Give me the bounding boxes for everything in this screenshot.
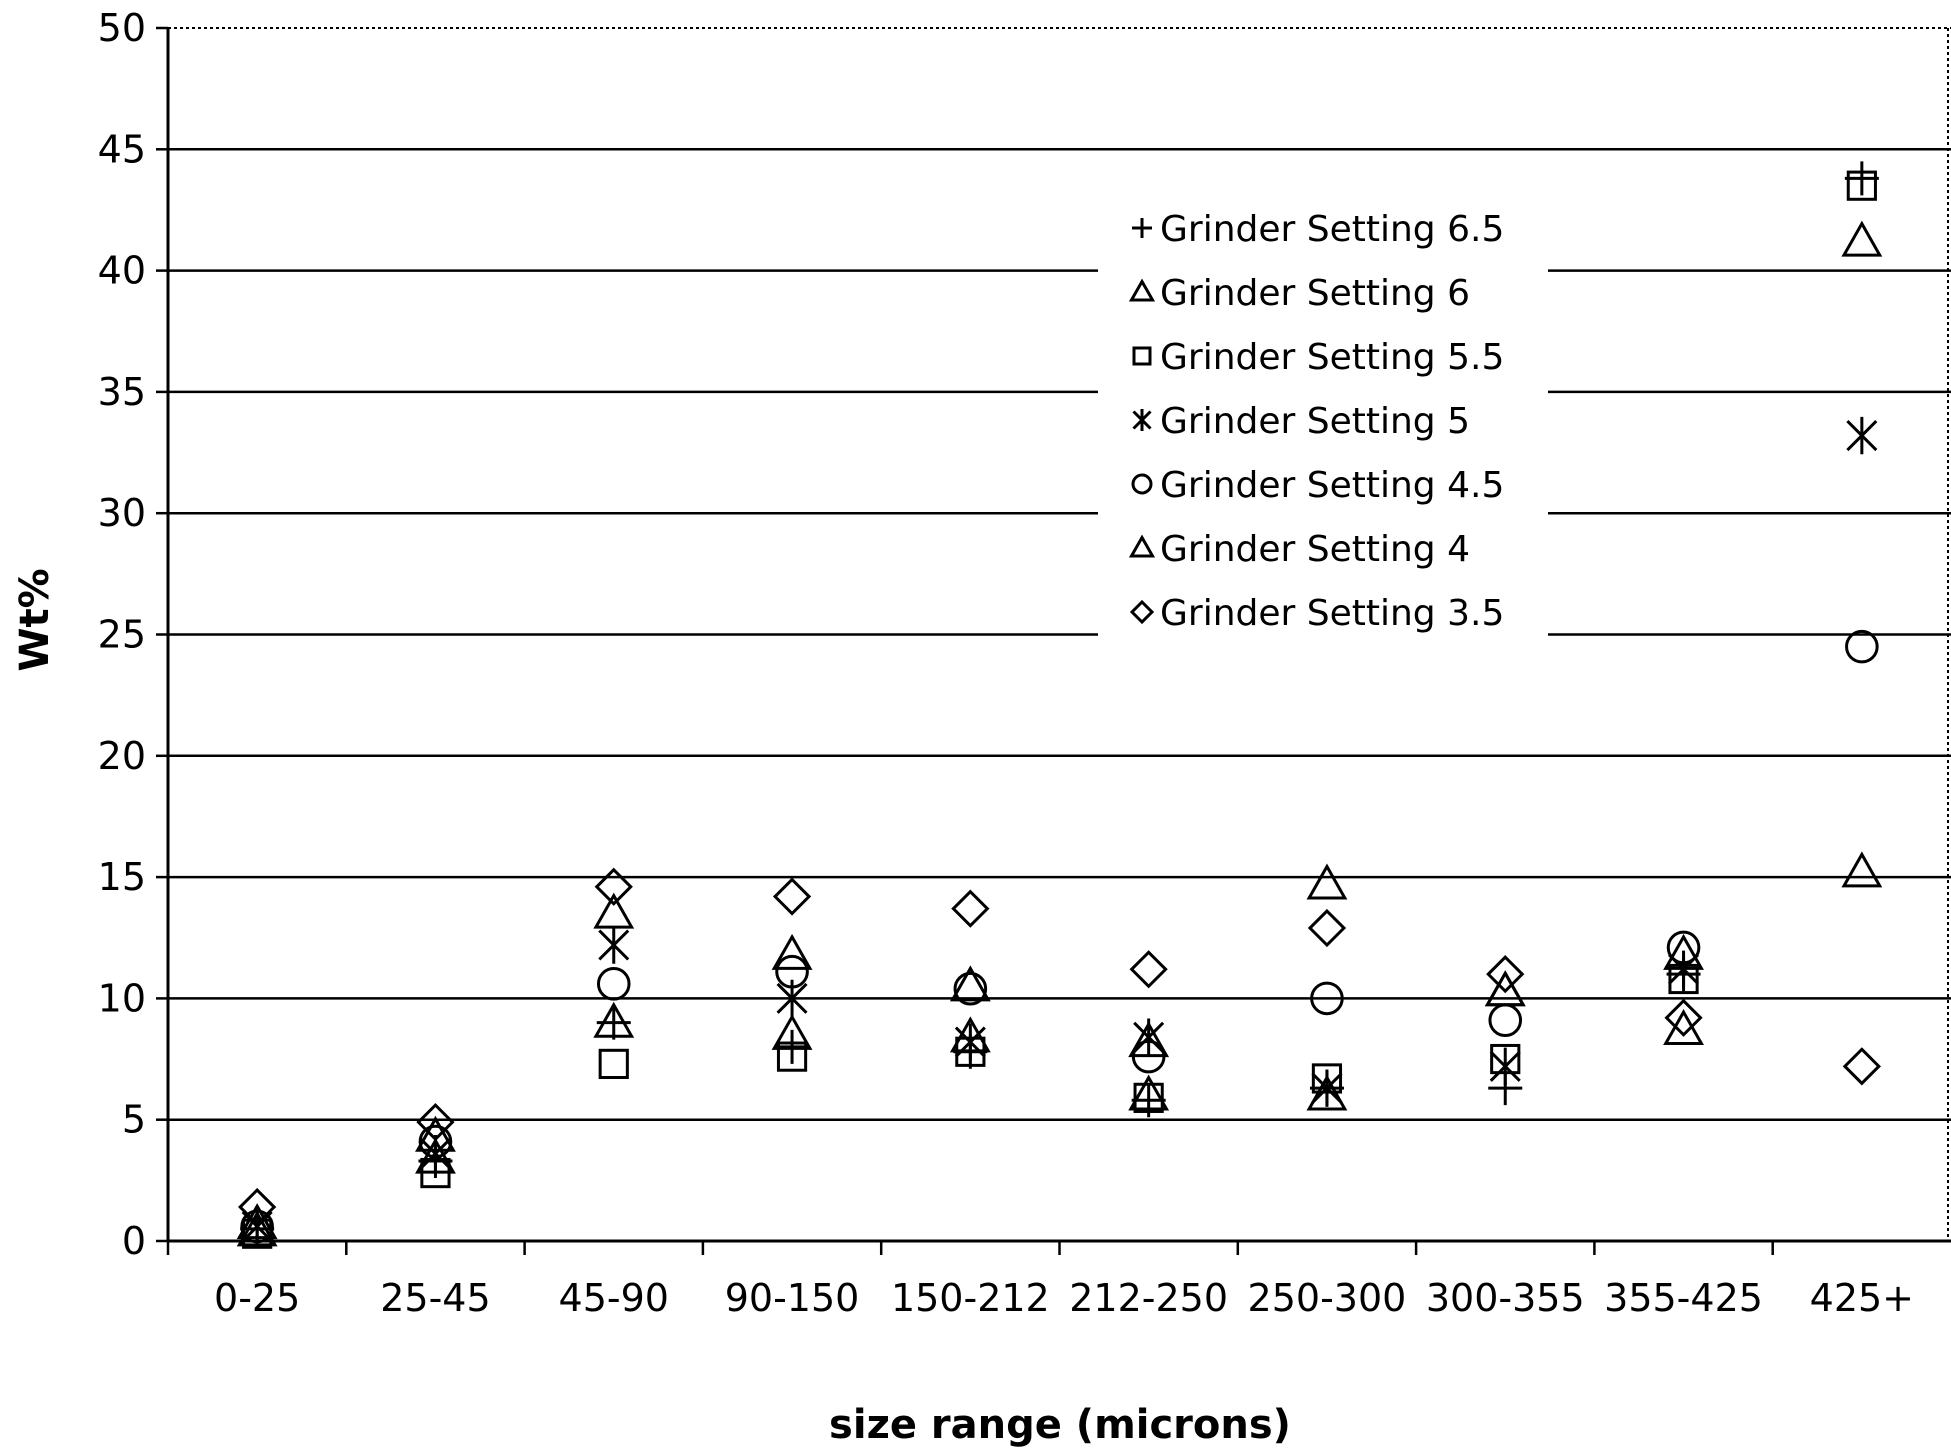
- data-point: [1845, 629, 1879, 664]
- legend-label: Grinder Setting 6.5: [1160, 209, 1504, 250]
- y-tick-label: 25: [98, 613, 146, 657]
- data-point: [1133, 1082, 1164, 1113]
- x-tick-label: 150-212: [891, 1276, 1050, 1320]
- data-point: [772, 877, 812, 916]
- data-point: [953, 971, 988, 1006]
- data-point: [1841, 220, 1883, 257]
- series-5: [236, 851, 1883, 1240]
- y-tick-label: 50: [98, 6, 146, 50]
- series-2: [242, 170, 1877, 1249]
- data-point: [1486, 955, 1525, 994]
- axes: 0 5 10 15 20 25 30 35 40 45 50 0-25 25-45 45-90 90-150…: [98, 6, 1951, 1320]
- y-tick-label: 30: [98, 491, 146, 535]
- legend-marker: [1132, 409, 1152, 431]
- data-point: [1128, 1021, 1170, 1058]
- legend-background: [1098, 202, 1548, 654]
- data-point: [238, 1187, 277, 1227]
- data-point: [1666, 930, 1701, 965]
- y-tick-label: 0: [122, 1219, 146, 1263]
- data-point: [1663, 1009, 1704, 1046]
- y-tick-label: 5: [122, 1098, 146, 1142]
- data-point: [771, 1013, 813, 1050]
- data-point: [418, 1124, 453, 1159]
- data-point: [594, 867, 633, 906]
- legend-marker: [1131, 473, 1153, 495]
- data-point: [1489, 1047, 1521, 1086]
- data-point: [240, 1209, 274, 1244]
- data-point: [596, 967, 631, 1001]
- data-point: [1306, 863, 1348, 900]
- data-point: [951, 889, 990, 928]
- y-tick-label: 35: [98, 370, 146, 414]
- data-point: [598, 926, 630, 964]
- data-point: [1129, 950, 1168, 989]
- x-tick-label: 212-250: [1069, 1276, 1228, 1320]
- data-point: [1664, 998, 1703, 1037]
- legend-marker: [1132, 218, 1152, 238]
- y-tick-label: 20: [98, 734, 146, 778]
- legend-marker: [1132, 346, 1152, 366]
- legend-label: Grinder Setting 5.5: [1160, 337, 1504, 378]
- data-point: [949, 965, 991, 1002]
- data-point: [236, 1203, 278, 1240]
- data-point: [596, 1005, 631, 1040]
- y-tick-label: 15: [98, 855, 146, 899]
- gridlines: [168, 27, 1951, 1121]
- data-point: [1841, 851, 1883, 888]
- x-tick-label: 90-150: [725, 1276, 860, 1320]
- series-0: [240, 161, 1879, 1246]
- legend-marker: [1128, 534, 1156, 558]
- x-tick-label: 250-300: [1248, 1276, 1407, 1320]
- legend-label: Grinder Setting 5: [1160, 401, 1470, 442]
- data-point: [776, 1041, 808, 1072]
- x-tick-label: 300-355: [1426, 1276, 1585, 1320]
- data-point: [949, 1016, 991, 1053]
- data-point: [1307, 908, 1347, 948]
- data-point: [1488, 1003, 1523, 1038]
- data-point: [771, 933, 813, 970]
- data-point: [598, 1048, 629, 1080]
- data-point: [1844, 161, 1879, 196]
- legend: Grinder Setting 6.5 Grinder Setting 6 Grin…: [1098, 202, 1548, 654]
- series-6: [238, 867, 1881, 1227]
- data-point: [415, 1115, 456, 1152]
- x-tick-label: 25-45: [380, 1276, 490, 1320]
- series-1: [236, 220, 1883, 1247]
- x-tick-label: 355-425: [1604, 1276, 1763, 1320]
- x-tick-label: 425+: [1810, 1276, 1914, 1320]
- data-point: [1842, 1047, 1881, 1086]
- x-tick-label: 45-90: [559, 1276, 669, 1320]
- data-point: [775, 954, 809, 989]
- data-point: [1306, 1074, 1348, 1111]
- legend-label: Grinder Setting 4.5: [1160, 465, 1504, 506]
- data-point: [1846, 416, 1878, 455]
- y-tick-label: 45: [98, 127, 146, 171]
- legend-marker: [1128, 278, 1156, 302]
- data-point: [954, 1023, 986, 1061]
- data-points: [236, 161, 1883, 1249]
- legend-marker: [1129, 599, 1155, 625]
- series-4: [240, 629, 1879, 1244]
- y-tick-label: 10: [98, 976, 146, 1020]
- data-point: [593, 892, 635, 929]
- data-point: [593, 1001, 635, 1038]
- legend-label: Grinder Setting 4: [1160, 529, 1470, 570]
- data-point: [1846, 170, 1877, 201]
- data-point: [416, 1103, 455, 1142]
- data-point: [1128, 1074, 1170, 1111]
- y-tick-label: 40: [98, 249, 146, 293]
- x-tick-label: 0-25: [214, 1276, 300, 1320]
- legend-label: Grinder Setting 3.5: [1160, 593, 1504, 634]
- legend-label: Grinder Setting 6: [1160, 273, 1470, 314]
- y-axis-title: Wt%: [12, 568, 58, 671]
- data-point: [1484, 970, 1526, 1007]
- data-point: [1310, 981, 1344, 1016]
- x-axis-title: size range (microns): [829, 1402, 1291, 1448]
